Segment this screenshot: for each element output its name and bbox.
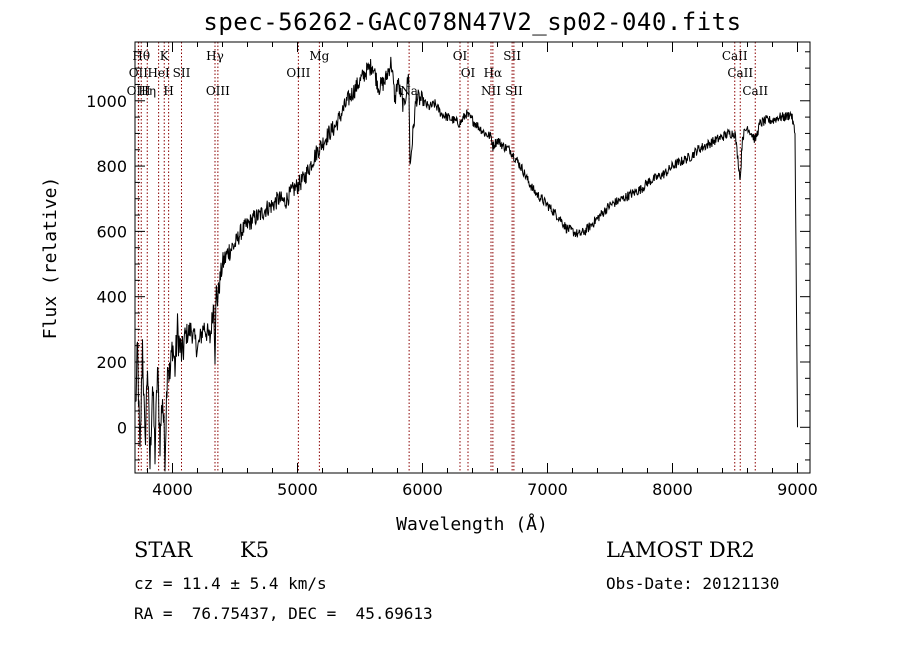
line-marker-label: H	[163, 84, 173, 98]
survey-name: LAMOST DR2	[606, 538, 755, 562]
x-tick-label: 5000	[277, 480, 318, 499]
x-tick-label: 7000	[527, 480, 568, 499]
line-marker-label: CaII	[722, 49, 748, 63]
line-marker-label: SII	[503, 49, 521, 63]
object-subclass: K5	[240, 538, 270, 562]
line-marker-label: OIII	[286, 66, 310, 80]
line-marker-label: OIII	[127, 84, 151, 98]
line-marker-label: Hθ	[132, 49, 150, 63]
line-marker-label: K	[160, 49, 170, 63]
plot-frame	[134, 41, 811, 474]
y-tick-label: 200	[96, 353, 127, 372]
line-marker-label: CaII	[742, 84, 768, 98]
line-marker-label: Hα	[484, 66, 503, 80]
line-marker-label: OII	[129, 66, 149, 80]
x-tick-label: 9000	[777, 480, 818, 499]
axis-ticks: 4000 5000 6000 7000 8000 9000 0 200 400 600 800 100…	[86, 42, 818, 499]
spectrum-layer	[135, 56, 798, 472]
spectrum-line	[135, 56, 798, 472]
line-marker-label: SII	[173, 66, 191, 80]
line-marker-label: Hη	[138, 84, 156, 98]
line-marker-label: OIII	[206, 84, 230, 98]
line-marker-label: OI	[461, 66, 476, 80]
y-tick-label: 800	[96, 157, 127, 176]
y-tick-label: 400	[96, 288, 127, 307]
line-marker-label: Hγ	[206, 49, 224, 63]
y-tick-label: 0	[117, 418, 127, 437]
line-marker-label: HeI	[147, 66, 170, 80]
chart-title: spec-56262-GAC078N47V2_sp02-040.fits	[203, 8, 742, 36]
line-marker-label: CaII	[727, 66, 753, 80]
y-tick-label: 1000	[86, 92, 127, 111]
redshift-cz: cz = 11.4 ± 5.4 km/s	[134, 574, 327, 593]
observation-date: Obs-Date: 20121130	[606, 574, 780, 593]
ra-dec: RA = 76.75437, DEC = 45.69613	[134, 604, 433, 623]
line-marker-label: NII	[481, 84, 501, 98]
emission-line-markers: HθOIIOIIIHηHeIKHSIIHγOIIIOIIIMgNaOIOINII…	[127, 42, 768, 473]
x-tick-label: 8000	[652, 480, 693, 499]
x-axis-label: Wavelength (Å)	[396, 513, 548, 535]
x-tick-label: 4000	[152, 480, 193, 499]
y-axis-label: Flux (relative)	[40, 177, 61, 340]
y-tick-label: 600	[96, 222, 127, 241]
line-marker-label: Mg	[309, 49, 329, 63]
object-class: STAR	[134, 538, 193, 562]
line-marker-label: OI	[453, 49, 468, 63]
x-tick-label: 6000	[402, 480, 443, 499]
line-marker-label: SII	[505, 84, 523, 98]
